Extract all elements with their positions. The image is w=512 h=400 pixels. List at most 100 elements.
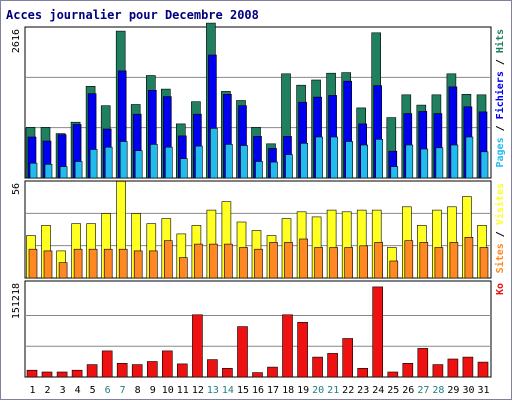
- bar-pages-24: [375, 139, 384, 179]
- bar-ko-1: [26, 369, 38, 378]
- x-tick-label-12: 12: [192, 385, 204, 396]
- bar-sites-4: [73, 248, 83, 279]
- bar-sites-25: [389, 260, 399, 279]
- bar-sites-8: [133, 250, 143, 279]
- bar-sites-27: [419, 242, 429, 279]
- panel-legend-label: Sites / Visites: [494, 183, 506, 273]
- x-tick-label-28: 28: [432, 385, 444, 396]
- bar-pages-8: [134, 150, 143, 179]
- panel-max-label: 2616: [11, 29, 22, 53]
- bar-pages-10: [165, 146, 173, 179]
- x-tick-label-17: 17: [267, 385, 279, 396]
- bar-pages-28: [435, 147, 444, 179]
- x-axis-labels: 1 2 3 4 5 6 7 8 9 10 11 12 13 14 15 16 17 18 19 20 21 22 23 24 2…: [29, 385, 489, 396]
- x-tick-label-8: 8: [135, 385, 141, 396]
- bar-sites-17: [269, 242, 278, 279]
- bar-sites-11: [179, 257, 188, 279]
- x-tick-label-11: 11: [177, 385, 189, 396]
- x-tick-label-19: 19: [297, 385, 309, 396]
- bar-ko-5: [86, 364, 98, 378]
- bar-ko-27: [417, 348, 429, 378]
- x-tick-label-30: 30: [462, 385, 474, 396]
- x-tick-label-20: 20: [312, 385, 324, 396]
- x-tick-label-26: 26: [402, 385, 414, 396]
- bar-ko-14: [222, 367, 233, 378]
- bar-sites-7: [118, 248, 128, 279]
- bar-sites-22: [344, 247, 354, 279]
- legend-part: Fichiers: [494, 71, 506, 119]
- bar-ko-12: [192, 314, 203, 378]
- bar-pages-17: [270, 161, 278, 179]
- bar-pages-25: [390, 166, 399, 179]
- panel-top: 2616 Pages / Fichiers / Hits: [11, 22, 506, 179]
- x-tick-label-13: 13: [207, 385, 219, 396]
- bar-sites-23: [359, 245, 369, 279]
- bar-sites-1: [28, 248, 38, 279]
- bar-ko-2: [41, 371, 53, 378]
- bar-pages-19: [300, 143, 308, 179]
- bar-pages-1: [29, 162, 38, 179]
- bar-sites-12: [194, 243, 203, 279]
- x-tick-label-18: 18: [282, 385, 294, 396]
- bar-ko-10: [162, 350, 173, 378]
- x-tick-label-16: 16: [252, 385, 264, 396]
- bar-pages-27: [420, 148, 429, 179]
- bar-pages-7: [119, 141, 128, 179]
- bar-ko-25: [387, 371, 399, 378]
- x-tick-label-24: 24: [372, 385, 384, 396]
- bar-ko-7: [116, 362, 128, 378]
- bar-ko-8: [131, 364, 143, 378]
- bar-ko-31: [477, 361, 489, 378]
- bar-pages-13: [210, 128, 218, 179]
- bar-ko-20: [312, 356, 323, 378]
- x-tick-label-4: 4: [75, 385, 81, 396]
- legend-part: Sites: [494, 243, 506, 273]
- bar-sites-30: [464, 237, 474, 279]
- x-tick-label-7: 7: [120, 385, 126, 396]
- bar-ko-6: [101, 350, 113, 378]
- x-tick-label-22: 22: [342, 385, 354, 396]
- chart-panels: 2616 Pages / Fichiers / Hits 56 Sites / Vis…: [11, 22, 506, 378]
- bar-pages-6: [104, 146, 113, 179]
- x-tick-label-25: 25: [387, 385, 399, 396]
- panel-legend-label: Pages / Fichiers / Hits: [494, 29, 506, 168]
- bar-ko-17: [267, 366, 278, 378]
- x-tick-label-6: 6: [105, 385, 111, 396]
- x-tick-label-27: 27: [417, 385, 429, 396]
- bar-ko-23: [357, 367, 369, 378]
- bar-ko-19: [297, 321, 308, 378]
- bar-pages-16: [255, 161, 263, 179]
- bar-sites-26: [404, 240, 414, 279]
- bar-pages-2: [44, 164, 53, 179]
- bar-sites-28: [434, 247, 444, 279]
- legend-part: Pages: [495, 137, 506, 167]
- legend-part: Hits: [494, 29, 506, 53]
- x-tick-label-1: 1: [29, 385, 35, 396]
- bar-pages-26: [405, 144, 414, 179]
- bar-ko-13: [207, 359, 218, 378]
- x-tick-label-3: 3: [60, 385, 66, 396]
- bar-ko-30: [462, 356, 474, 378]
- bar-pages-12: [195, 145, 203, 179]
- panel-max-label: 151218: [11, 283, 22, 319]
- x-tick-label-15: 15: [237, 385, 249, 396]
- x-tick-label-5: 5: [90, 385, 96, 396]
- legend-part: /: [495, 119, 506, 137]
- x-tick-label-2: 2: [44, 385, 50, 396]
- bar-sites-31: [479, 247, 489, 279]
- bar-pages-18: [285, 154, 293, 179]
- bar-pages-31: [480, 151, 489, 179]
- x-tick-label-21: 21: [327, 385, 339, 396]
- bar-pages-5: [89, 149, 98, 179]
- panel-legend-label: Ko: [495, 283, 506, 295]
- bar-ko-16: [252, 372, 263, 378]
- bar-pages-9: [150, 144, 158, 179]
- bar-sites-15: [239, 247, 248, 279]
- bar-sites-3: [58, 262, 68, 279]
- bar-ko-3: [56, 371, 68, 378]
- bar-pages-4: [74, 161, 83, 179]
- bar-pages-22: [345, 141, 354, 179]
- bar-sites-29: [449, 242, 459, 279]
- bar-sites-2: [43, 250, 53, 279]
